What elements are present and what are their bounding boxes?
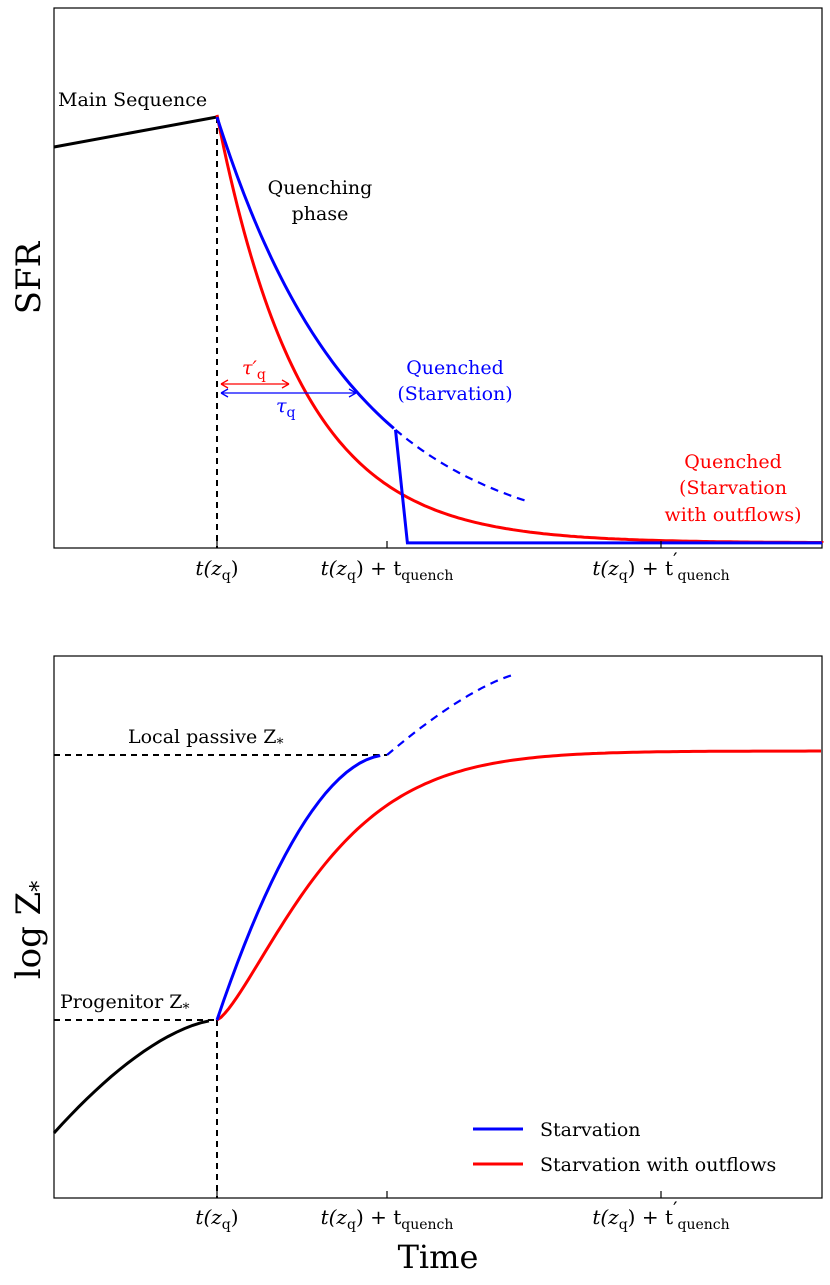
main-sequence-line [53,115,218,149]
tau-q-prime-label: τ′q [242,357,266,383]
bottom-y-axis-label: log Z* [9,881,52,980]
blue-starvation-curve [215,116,395,430]
quenched-outflows-label-line3: with outflows) [664,504,801,526]
progenitor-curve [52,1019,210,1135]
main-sequence-label: Main Sequence [58,89,207,111]
quenching-phase-label-line1: Quenching [268,177,373,199]
blue-metallicity-curve [215,754,381,1021]
bottom-x-tick-tquench-prime: t(zq) + t′quench [592,1197,729,1233]
bottom-x-ticks [216,1191,662,1198]
legend-outflows-label: Starvation with outflows [540,1154,776,1176]
quenched-outflows-label-line1: Quenched [684,451,782,473]
quenched-starvation-label-line2: (Starvation) [397,383,512,405]
tau-q-prime-arrow [220,379,290,389]
bottom-axes-frame [53,655,823,1199]
legend: Starvation Starvation with outflows [473,1119,776,1176]
top-x-tick-tquench: t(zq) + tquench [321,556,454,584]
legend-starvation-label: Starvation [540,1119,641,1141]
tau-q-label: τq [276,395,296,421]
red-metallicity-curve [216,749,821,1022]
tau-q-arrow [220,388,357,398]
x-axis-label: Time [398,1238,479,1276]
top-axes-frame [53,7,823,549]
local-passive-label: Local passive Z* [128,726,283,752]
quenched-starvation-label-line1: Quenched [406,357,504,379]
quenched-outflows-label-line2: (Starvation [679,477,787,499]
progenitor-label: Progenitor Z* [60,991,189,1017]
top-y-axis-label: SFR [9,240,49,314]
top-x-tick-tzq: t(zq) [195,556,238,584]
top-x-ticks [216,541,662,548]
bottom-x-tick-tquench: t(zq) + tquench [321,1205,454,1233]
blue-starvation-extrapolation-dashed [394,428,529,503]
bottom-panel: Local passive Z* Progenitor Z* Starvatio… [9,655,823,1276]
blue-metallicity-extrapolation-dashed [386,673,516,756]
top-panel: Main Sequence Quenching phase τ′q τq Que… [9,7,824,584]
bottom-x-tick-tzq: t(zq) [195,1205,238,1233]
blue-quench-drop-line [394,429,822,545]
top-x-tick-tquench-prime: t(zq) + t′quench [592,548,729,584]
quenching-phase-label-line2: phase [292,203,349,225]
